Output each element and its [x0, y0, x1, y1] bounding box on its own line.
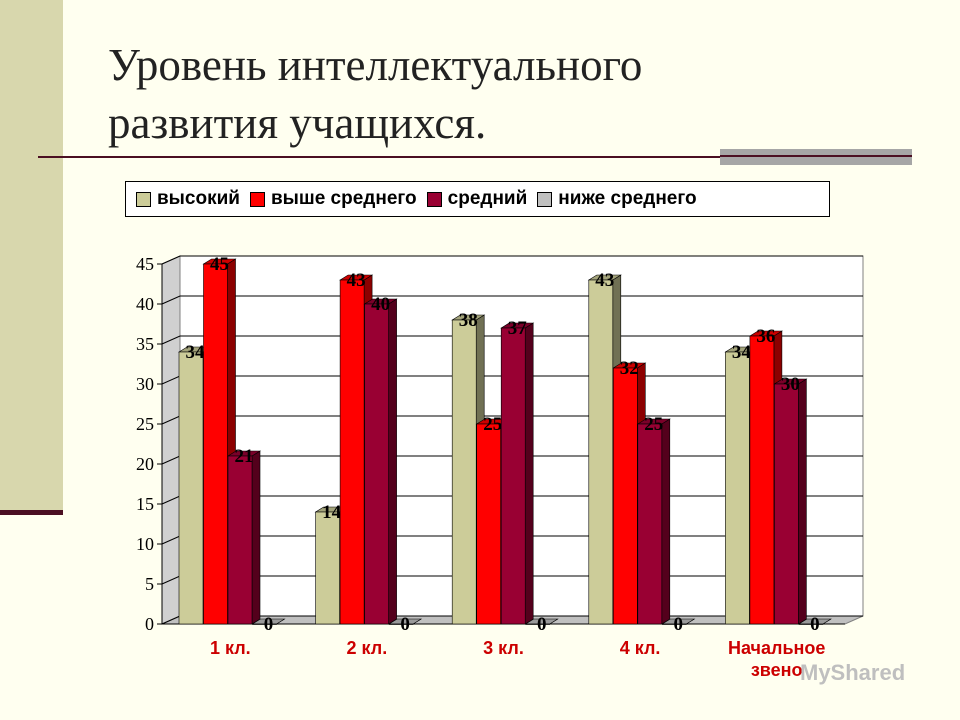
bar: [476, 423, 502, 625]
legend-item-below-average: ниже среднего: [537, 188, 697, 210]
legend-label-average: средний: [447, 188, 528, 209]
data-label: 36: [756, 326, 775, 347]
bar: [315, 511, 340, 625]
legend-swatch-below-average: [537, 191, 553, 207]
y-tick-label: 35: [136, 334, 154, 354]
bar: [661, 623, 687, 625]
legend-item-high: высокий: [136, 188, 240, 210]
title-line-2: развития учащихся.: [108, 98, 487, 148]
decorative-side-line: [0, 510, 63, 515]
data-label: 25: [644, 414, 663, 435]
y-tick-label: 20: [136, 454, 154, 474]
x-tick-label: 2 кл.: [347, 638, 388, 658]
bar-side: [524, 322, 534, 625]
y-tick-label: 45: [136, 254, 154, 274]
data-label: 43: [347, 270, 366, 291]
x-tick-label: Начальное: [728, 638, 825, 658]
bar: [637, 423, 663, 625]
data-label: 25: [483, 414, 502, 435]
chart-legend: высокий выше среднего средний ниже средн…: [125, 181, 830, 217]
x-tick-label: звено: [751, 660, 803, 680]
data-label: 34: [186, 342, 206, 363]
data-label: 0: [674, 614, 684, 635]
title-accent-bar: [720, 149, 912, 165]
data-label: 38: [459, 310, 478, 331]
bar: [203, 263, 228, 625]
data-label: 0: [400, 614, 410, 635]
data-label: 32: [620, 358, 639, 379]
data-label: 37: [508, 318, 528, 339]
x-tick-label: 3 кл.: [483, 638, 524, 658]
bar: [774, 383, 799, 625]
bar: [178, 351, 204, 625]
legend-swatch-above-average: [249, 191, 265, 207]
decorative-side-band: [0, 0, 63, 512]
y-tick-label: 5: [145, 574, 154, 594]
data-label: 40: [371, 294, 390, 315]
legend-swatch-average: [426, 191, 442, 207]
data-label: 14: [322, 502, 342, 523]
slide-title: Уровень интеллектуального развития учащи…: [108, 36, 888, 152]
title-line-1: Уровень интеллектуального: [108, 40, 643, 90]
bar: [749, 335, 775, 625]
data-label: 0: [264, 614, 274, 635]
bar-side: [388, 298, 397, 625]
bar: [500, 327, 526, 625]
legend-swatch-high: [136, 191, 151, 207]
bar: [725, 351, 750, 625]
legend-item-above-average: выше среднего: [249, 188, 417, 210]
bar-side: [798, 378, 807, 625]
title-accent-line: [720, 155, 912, 157]
data-label: 45: [210, 254, 229, 275]
bar: [451, 319, 477, 625]
y-gridline: [161, 295, 863, 305]
data-label: 34: [732, 342, 752, 363]
x-tick-label: 4 кл.: [620, 638, 661, 658]
data-label: 43: [595, 270, 614, 291]
y-tick-label: 25: [136, 414, 154, 434]
bar: [339, 279, 365, 625]
bar-side: [661, 418, 671, 625]
legend-label-above-average: выше среднего: [270, 188, 417, 209]
y-tick-label: 10: [136, 534, 154, 554]
data-label: 0: [537, 614, 547, 635]
y-tick-label: 15: [136, 494, 154, 514]
y-tick-label: 40: [136, 294, 154, 314]
y-tick-label: 0: [145, 614, 154, 634]
bar-side: [251, 450, 261, 625]
bar: [252, 623, 277, 625]
legend-label-high: высокий: [157, 188, 240, 209]
x-tick-label: 1 кл.: [210, 638, 251, 658]
watermark-text: MyShared: [800, 660, 906, 685]
bar: [612, 367, 638, 625]
y-gridline: [161, 335, 863, 345]
data-label: 0: [810, 614, 820, 635]
data-label: 21: [235, 446, 254, 467]
legend-item-average: средний: [426, 188, 528, 210]
plot-side-wall: [161, 255, 181, 625]
legend-label-below-average: ниже среднего: [558, 188, 697, 209]
y-gridline: [161, 255, 863, 265]
title-divider: [38, 156, 738, 158]
bar: [388, 623, 414, 625]
bar: [227, 455, 253, 625]
data-label: 30: [781, 374, 800, 395]
bar: [588, 279, 614, 625]
y-tick-label: 30: [136, 374, 154, 394]
bar: [798, 623, 824, 625]
bar: [364, 303, 389, 625]
bar: [525, 623, 551, 625]
